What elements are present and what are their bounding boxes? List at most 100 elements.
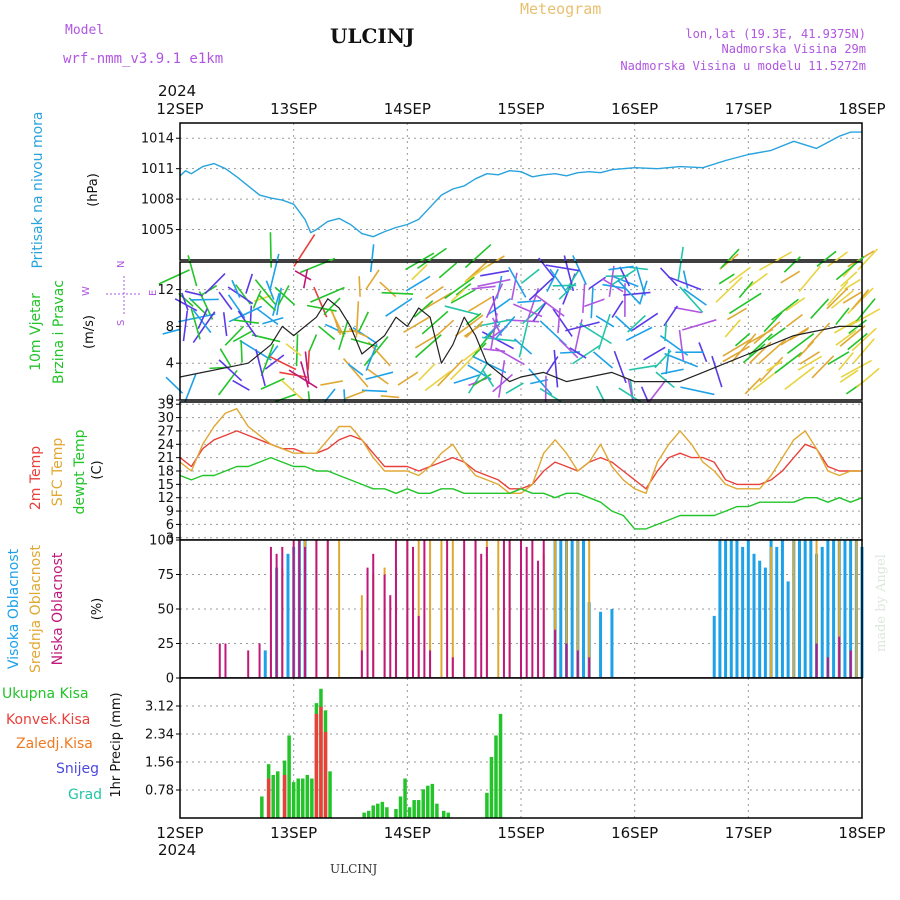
- data-bar: [576, 650, 579, 678]
- altitude-label: Nadmorska Visina 29m: [722, 42, 867, 56]
- precip-legend-item: Grad: [68, 787, 102, 803]
- wind-barb: [558, 339, 579, 359]
- data-bar: [525, 546, 528, 678]
- data-bar: [820, 546, 824, 678]
- header: Model wrf-nmm_v3.9.1 e1km ULCINJ Meteogr…: [63, 0, 889, 876]
- wind-barb: [237, 310, 257, 338]
- wind-barb: [720, 248, 740, 269]
- precip-legend-item: Snijeg: [56, 761, 99, 777]
- wind-barb: [532, 301, 547, 322]
- x-tick-label-bottom: 12SEP: [156, 824, 203, 842]
- wind-barb: [260, 343, 275, 377]
- y-tick-label: 30: [157, 411, 174, 426]
- wind-barb: [660, 368, 684, 375]
- data-bar: [809, 540, 813, 678]
- data-bar: [291, 782, 296, 818]
- wind-barb: [674, 306, 702, 314]
- wind-barb: [552, 308, 573, 337]
- wind-barb: [569, 347, 587, 359]
- data-bar: [269, 546, 272, 678]
- data-bar: [366, 810, 371, 818]
- data-bar: [826, 540, 830, 678]
- data-bar: [497, 540, 500, 678]
- wind-barb: [162, 328, 181, 335]
- data-bar: [326, 540, 329, 678]
- y-tick-label: 3.12: [145, 700, 174, 715]
- data-bar: [417, 615, 420, 678]
- wind-barb: [403, 316, 430, 334]
- panel-frame: [179, 677, 863, 819]
- data-bar: [323, 731, 328, 818]
- data-bar: [376, 803, 380, 818]
- wind-barb: [331, 311, 342, 336]
- wind-barb: [498, 360, 506, 398]
- wind-barb: [418, 363, 436, 381]
- data-bar: [372, 553, 375, 678]
- wind-barb: [623, 291, 651, 296]
- data-bar: [763, 567, 767, 678]
- wind-barb: [664, 322, 668, 342]
- panel-clouds: 0 25 50 75 100: [149, 534, 864, 687]
- wind-barb: [759, 251, 792, 271]
- y-tick-label: 9: [166, 505, 174, 520]
- wind-barb: [318, 325, 336, 341]
- x-tick-label-top: 16SEP: [611, 100, 658, 118]
- data-bar: [271, 774, 275, 818]
- y-tick-label: 4: [166, 357, 174, 372]
- data-bar: [319, 706, 323, 818]
- data-bar: [582, 540, 586, 678]
- wind-barb: [218, 359, 243, 382]
- wind-barb: [654, 350, 672, 369]
- x-tick-label-top: 15SEP: [497, 100, 544, 118]
- wind-barb: [855, 298, 876, 323]
- wind-barb: [520, 268, 540, 285]
- wind-barb: [711, 355, 723, 388]
- wind-barb: [158, 269, 190, 285]
- wind-barb: [518, 321, 529, 358]
- wind-barb: [365, 343, 378, 371]
- data-bar: [286, 553, 290, 678]
- y-tick-label: 1005: [141, 223, 174, 238]
- x-tick-label-bottom: 14SEP: [384, 824, 431, 842]
- wind-barb: [178, 292, 194, 307]
- wind-barb: [579, 322, 612, 345]
- data-bar: [786, 581, 790, 678]
- wind-barb: [851, 327, 877, 352]
- wind-barb: [381, 291, 414, 295]
- data-bar: [741, 546, 745, 678]
- data-bar: [780, 540, 784, 678]
- x-tick-label-top: 12SEP: [156, 100, 203, 118]
- data-bar: [770, 546, 773, 678]
- wind-barb: [840, 271, 858, 287]
- panels: 1005100810111014048123691215182124273033…: [141, 122, 881, 819]
- wind-barb: [643, 346, 666, 361]
- year-top: 2024: [158, 82, 196, 100]
- y-tick-label: 75: [157, 568, 174, 583]
- wind-barb: [269, 253, 280, 290]
- wind-barb: [187, 255, 198, 287]
- y-tick-label: 12: [157, 491, 174, 506]
- data-bar: [314, 713, 319, 818]
- data-bar: [554, 629, 557, 678]
- data-bar: [380, 801, 385, 818]
- wind-compass-icon: N W E S: [81, 261, 159, 326]
- wind-barb: [545, 264, 580, 272]
- wind-barb: [181, 292, 189, 311]
- wind-barb: [227, 294, 246, 319]
- data-bar: [792, 540, 795, 678]
- data-bar: [260, 796, 264, 818]
- wind-barb: [218, 291, 233, 310]
- wind-barb: [182, 310, 189, 342]
- panel-frame: [179, 122, 863, 261]
- wind-barb: [310, 286, 345, 303]
- y-tick-label: 12: [157, 283, 174, 298]
- wind-barb: [625, 326, 653, 342]
- wind-barb: [483, 348, 506, 353]
- wind-barb: [424, 370, 452, 392]
- wind-barb: [682, 270, 689, 289]
- data-bar: [838, 540, 841, 678]
- product-title: Meteogram: [520, 0, 601, 18]
- wind-barb: [219, 348, 232, 367]
- cloud-axis-title-3: Niska Oblacnost: [50, 552, 66, 665]
- x-tick-label-bottom: 15SEP: [497, 824, 544, 842]
